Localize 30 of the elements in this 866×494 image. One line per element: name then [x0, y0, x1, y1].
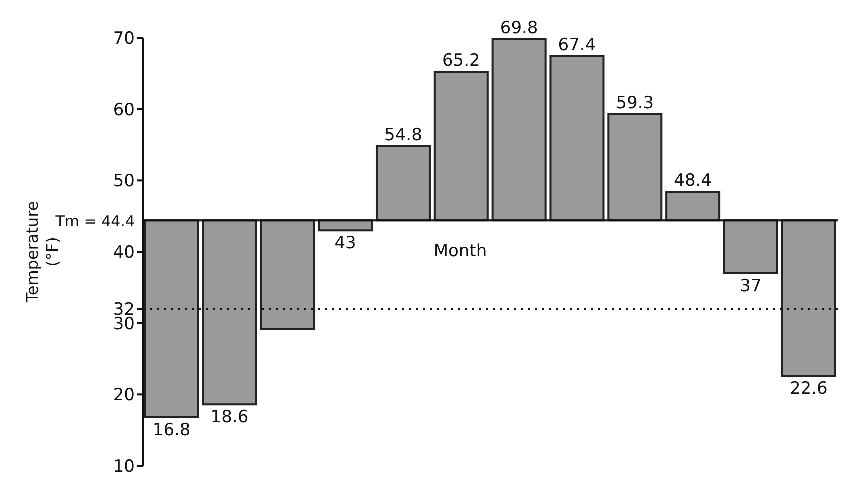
data-label: 43 [334, 234, 356, 254]
data-label: 54.8 [384, 125, 422, 146]
data-label: 69.8 [500, 18, 538, 38]
bar [666, 191, 721, 222]
data-label: 48.4 [674, 171, 712, 192]
bar [492, 38, 547, 222]
bar [434, 71, 489, 222]
bar [608, 113, 663, 222]
bar [144, 220, 200, 418]
bar [550, 56, 605, 222]
y-tick-label: 60 [113, 100, 135, 120]
bar [260, 220, 316, 330]
bar [202, 220, 258, 406]
data-label: 59.3 [616, 93, 654, 114]
bar [781, 220, 836, 378]
data-label: 18.6 [210, 408, 249, 428]
y-tick-label: 50 [113, 172, 135, 192]
y-tick-label: 10 [113, 457, 135, 478]
data-label: 67.4 [558, 36, 596, 56]
data-label: 65.2 [442, 51, 480, 72]
y-tick-label: 70 [113, 29, 135, 50]
y-tick-label: 40 [113, 243, 135, 264]
ref-line-label: Tm = 44.4 [54, 212, 135, 231]
y-tick-label: 20 [113, 386, 135, 406]
x-axis-title: Month [434, 242, 488, 262]
data-label: 22.6 [790, 379, 828, 400]
bar [723, 220, 778, 274]
bar [376, 145, 431, 222]
data-label: 16.8 [152, 420, 191, 440]
data-label: 37 [740, 276, 762, 296]
